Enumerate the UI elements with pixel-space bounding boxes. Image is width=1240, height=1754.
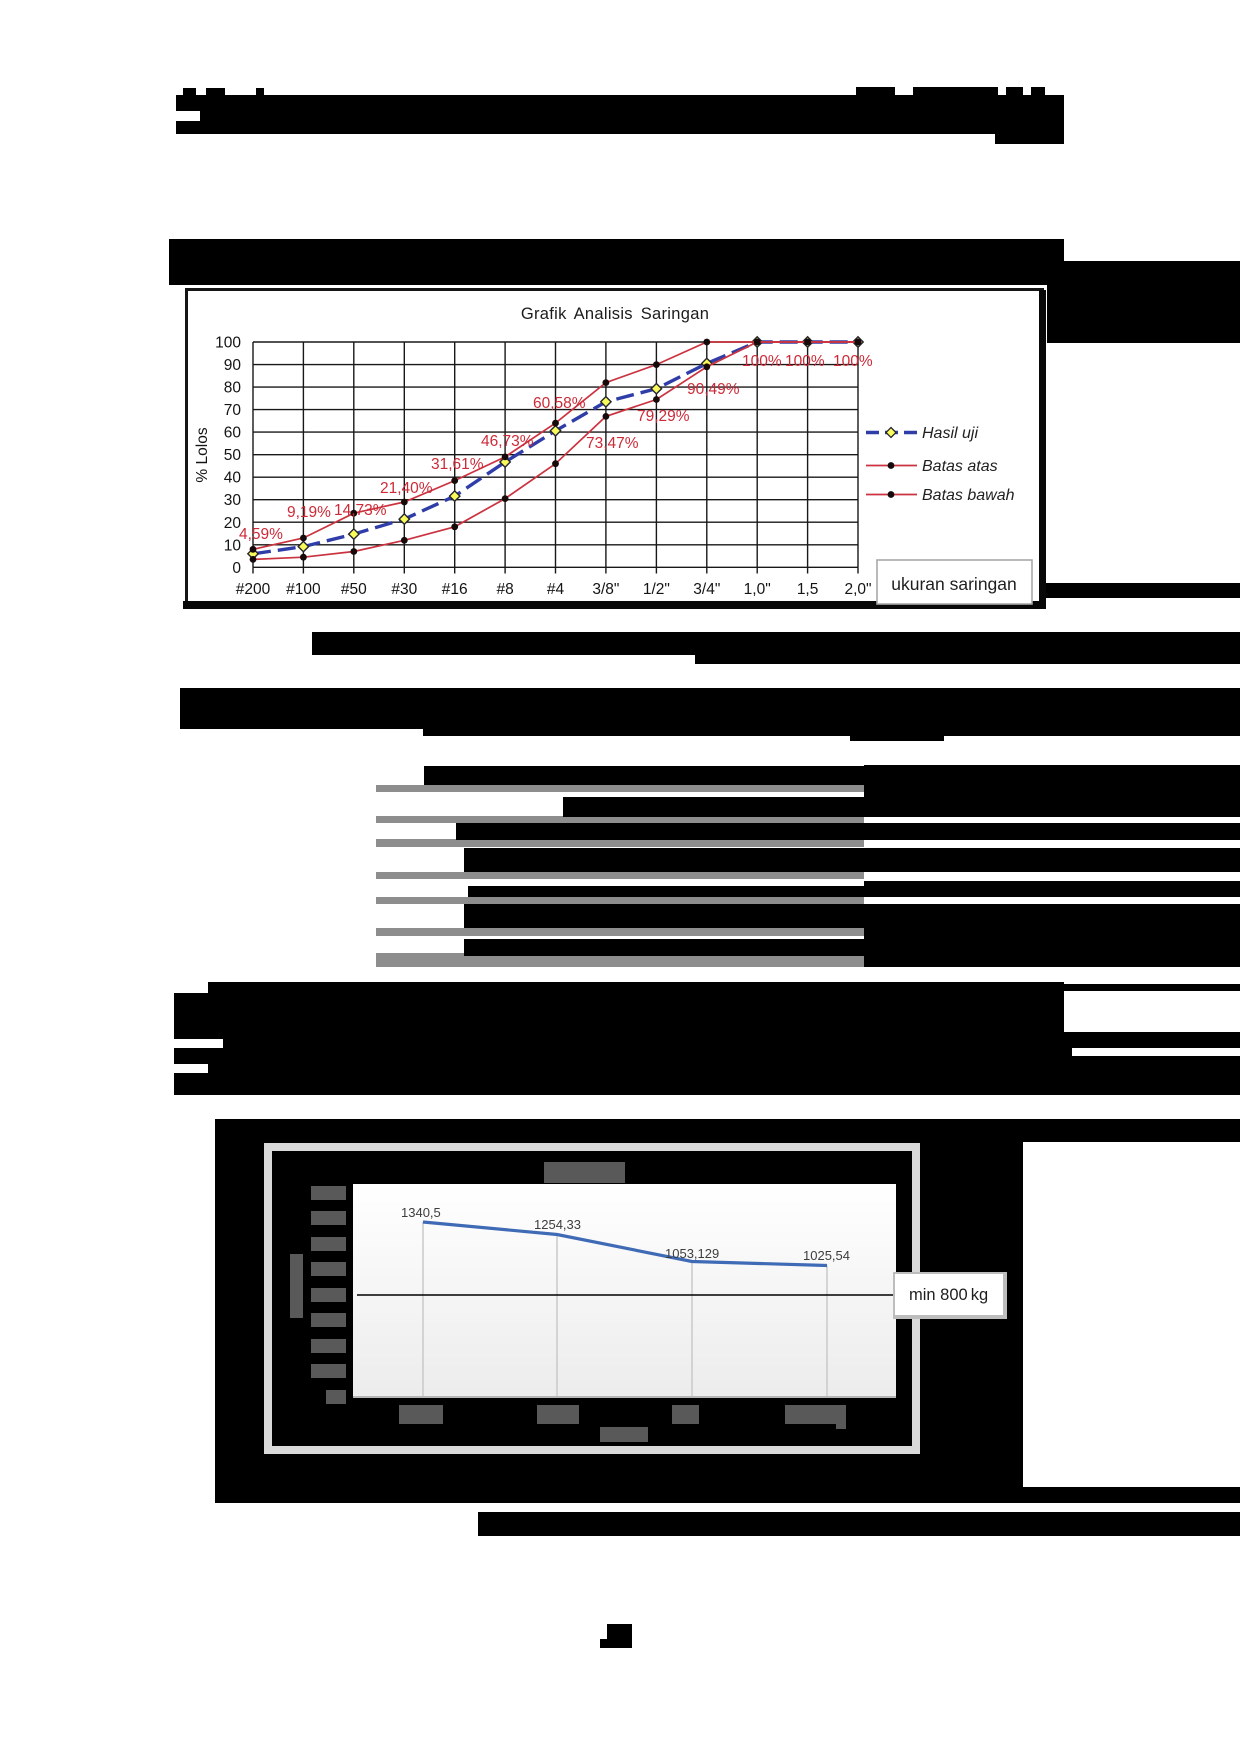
svg-text:#8: #8 (496, 581, 513, 598)
svg-text:0: 0 (232, 560, 241, 577)
svg-text:1053,129: 1053,129 (665, 1246, 719, 1261)
svg-text:#16: #16 (442, 581, 468, 598)
svg-text:1,0": 1,0" (744, 581, 771, 598)
svg-text:4,59%: 4,59% (239, 526, 283, 543)
svg-text:1340,5: 1340,5 (401, 1205, 441, 1220)
svg-text:9,19%: 9,19% (287, 504, 331, 521)
svg-text:31,61%: 31,61% (431, 456, 484, 473)
svg-text:1025,54: 1025,54 (803, 1248, 850, 1263)
svg-text:80: 80 (224, 380, 242, 397)
svg-text:90: 90 (224, 357, 242, 374)
svg-text:30: 30 (224, 492, 242, 509)
svg-text:20: 20 (224, 515, 242, 532)
svg-text:21,40%: 21,40% (380, 480, 433, 497)
svg-text:60,58%: 60,58% (533, 395, 586, 412)
svg-text:1,5: 1,5 (797, 581, 819, 598)
svg-text:50: 50 (224, 447, 242, 464)
svg-text:#4: #4 (547, 581, 565, 598)
svg-text:ukuran saringan: ukuran saringan (891, 574, 1017, 594)
svg-text:Batas atas: Batas atas (922, 458, 998, 475)
svg-text:100%: 100% (742, 353, 782, 370)
svg-text:1/2": 1/2" (643, 581, 670, 598)
svg-text:100: 100 (215, 335, 241, 352)
svg-text:1254,33: 1254,33 (534, 1217, 581, 1232)
svg-text:90,49%: 90,49% (687, 381, 740, 398)
svg-text:Hasil uji: Hasil uji (922, 425, 978, 442)
svg-text:40: 40 (224, 470, 242, 487)
svg-text:#100: #100 (286, 581, 321, 598)
svg-text:#50: #50 (341, 581, 367, 598)
svg-text:79,29%: 79,29% (637, 408, 690, 425)
svg-text:14,73%: 14,73% (334, 502, 387, 519)
svg-text:100%: 100% (833, 353, 873, 370)
svg-text:#30: #30 (391, 581, 417, 598)
svg-text:100%: 100% (785, 353, 825, 370)
svg-text:60: 60 (224, 425, 242, 442)
svg-text:2,0": 2,0" (844, 581, 871, 598)
svg-text:Grafik Analisis Saringan: Grafik Analisis Saringan (521, 305, 709, 323)
svg-text:70: 70 (224, 402, 242, 419)
svg-text:73,47%: 73,47% (586, 435, 639, 452)
svg-text:% Lolos: % Lolos (194, 427, 211, 482)
svg-text:Batas bawah: Batas bawah (922, 487, 1015, 504)
svg-text:10: 10 (224, 537, 242, 554)
svg-text:3/8": 3/8" (592, 581, 619, 598)
svg-text:3/4": 3/4" (693, 581, 720, 598)
svg-text:#200: #200 (236, 581, 271, 598)
svg-text:46,73%: 46,73% (481, 433, 534, 450)
